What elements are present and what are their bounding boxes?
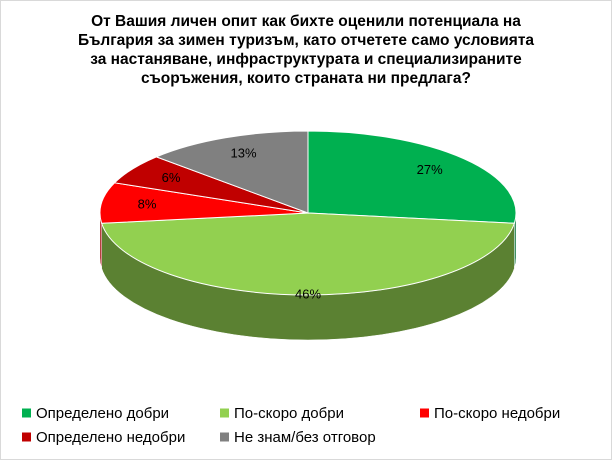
legend-label: Определено добри bbox=[36, 405, 169, 422]
legend-label: По-скоро добри bbox=[234, 405, 344, 422]
data-label: 46% bbox=[295, 286, 321, 301]
pie-slice bbox=[307, 130, 517, 224]
legend-label: Определено недобри bbox=[36, 429, 185, 446]
legend-swatch bbox=[420, 408, 429, 418]
pie-slice bbox=[155, 130, 309, 214]
legend-label: Не знам/без отговор bbox=[234, 429, 376, 446]
legend-swatch bbox=[220, 408, 229, 418]
data-label: 27% bbox=[417, 162, 443, 177]
legend-swatch bbox=[22, 432, 31, 442]
data-label: 6% bbox=[162, 170, 181, 185]
legend-label: По-скоро недобри bbox=[434, 405, 560, 422]
legend-swatch bbox=[220, 432, 229, 442]
pie-slice bbox=[99, 182, 309, 224]
chart-title: От Вашия личен опит как бихте оценили по… bbox=[77, 13, 535, 87]
data-label: 13% bbox=[231, 146, 257, 161]
legend-swatch bbox=[22, 408, 31, 418]
data-label: 8% bbox=[138, 196, 157, 211]
pie-slice bbox=[100, 212, 516, 296]
